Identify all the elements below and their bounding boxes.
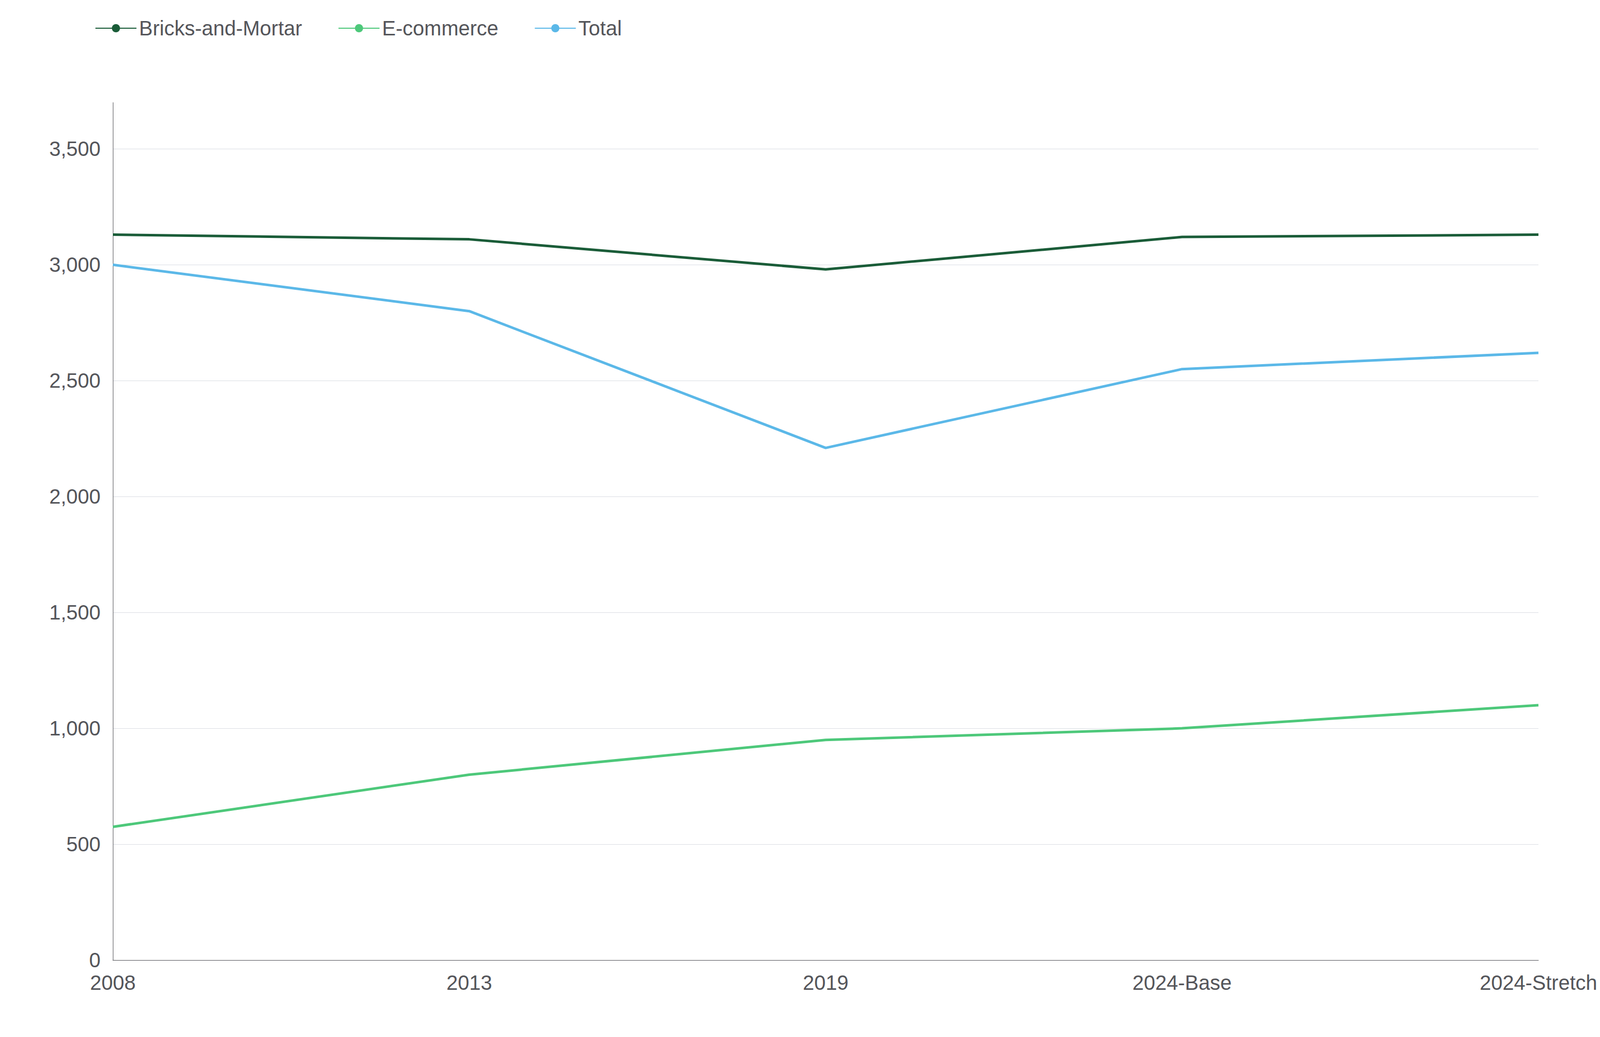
svg-text:3,000: 3,000 bbox=[49, 253, 101, 276]
svg-text:2019: 2019 bbox=[802, 971, 849, 995]
svg-text:1,500: 1,500 bbox=[49, 601, 101, 624]
svg-text:2008: 2008 bbox=[90, 971, 136, 995]
svg-text:2,000: 2,000 bbox=[49, 485, 101, 508]
svg-text:Total: Total bbox=[578, 16, 623, 40]
svg-text:2024-Stretch: 2024-Stretch bbox=[1479, 971, 1597, 995]
svg-text:1,000: 1,000 bbox=[49, 717, 101, 740]
svg-text:3,500: 3,500 bbox=[49, 137, 101, 161]
svg-text:E-commerce: E-commerce bbox=[382, 16, 499, 40]
svg-text:500: 500 bbox=[66, 833, 101, 856]
svg-text:2,500: 2,500 bbox=[49, 369, 101, 392]
svg-text:0: 0 bbox=[89, 949, 101, 972]
svg-text:Bricks-and-Mortar: Bricks-and-Mortar bbox=[139, 16, 303, 40]
svg-text:2013: 2013 bbox=[446, 971, 492, 995]
svg-text:2024-Base: 2024-Base bbox=[1132, 971, 1232, 995]
